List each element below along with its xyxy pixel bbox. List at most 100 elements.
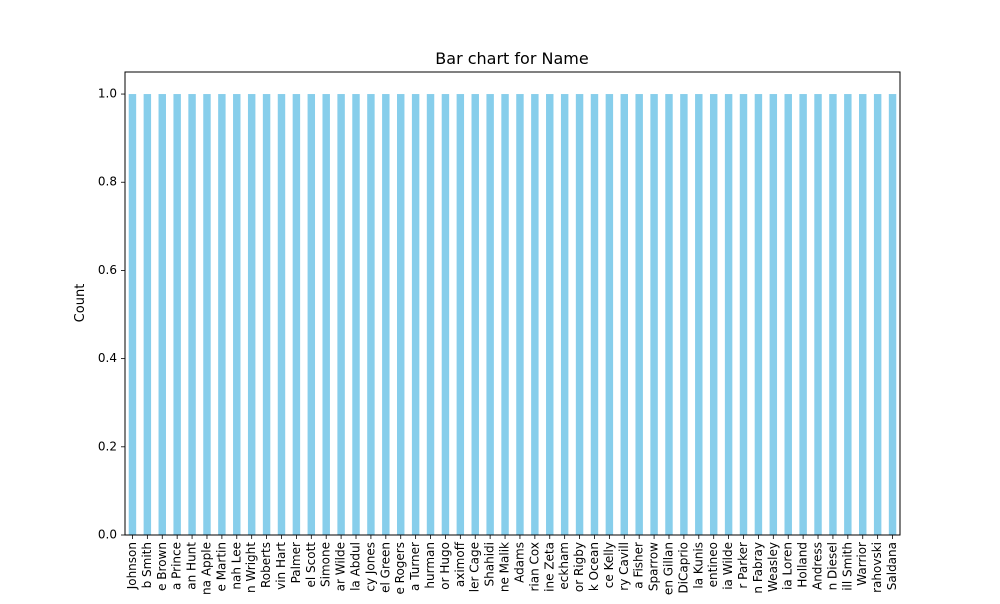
bar	[411, 94, 420, 536]
x-tick-label: la Abdul	[349, 542, 363, 591]
x-tick-label: or Rigby	[572, 542, 586, 592]
bar	[709, 94, 718, 536]
bar	[173, 94, 181, 536]
x-tick-label: a Prince	[170, 542, 184, 590]
bar	[650, 94, 658, 536]
y-tick-label: 0.4	[98, 351, 117, 365]
bar	[560, 94, 569, 536]
x-tick-label: rahovski	[870, 542, 884, 593]
y-tick-label: 0.2	[98, 439, 117, 453]
x-tick-label: ine Zeta	[542, 542, 556, 592]
x-tick-label: rian Cox	[527, 542, 541, 592]
y-tick-label: 0.8	[98, 175, 117, 189]
bar	[188, 94, 196, 536]
x-tick-label: DiCaprio	[676, 542, 690, 594]
x-tick-label: e Rogers	[393, 542, 407, 595]
x-tick-label: a Turner	[408, 542, 422, 591]
plot-area-frame	[124, 71, 901, 536]
x-tick-label: Shahidi	[483, 542, 497, 586]
x-tick-label: Roberts	[259, 542, 273, 588]
bar	[143, 94, 152, 536]
bar	[501, 94, 509, 536]
bar	[590, 94, 599, 536]
bar	[620, 94, 628, 536]
bar	[262, 94, 271, 536]
x-tick-label: or Hugo	[438, 542, 452, 590]
bar	[516, 94, 524, 536]
bar	[322, 94, 330, 536]
x-tick-label: Weasley	[766, 542, 780, 592]
bar	[859, 94, 867, 536]
x-tick-label: eckham	[557, 542, 571, 590]
y-axis-ticks: 0.0 0.2 0.4 0.6 0.8 1.0	[98, 87, 125, 542]
bar	[382, 94, 390, 536]
bar	[397, 94, 405, 536]
x-tick-label: r Parker	[736, 542, 750, 589]
bar	[635, 94, 643, 536]
x-tick-label: Palmer	[289, 542, 303, 583]
x-tick-label: Warrior	[855, 542, 869, 586]
bar	[352, 94, 360, 536]
x-tick-label: la Kunis	[691, 542, 705, 589]
bar	[873, 94, 882, 536]
x-tick-label: entineo	[706, 542, 720, 587]
x-tick-label: ler Cage	[468, 542, 482, 592]
x-tick-label: Sparrow	[647, 542, 661, 591]
bar	[695, 94, 703, 536]
x-tick-label: ar Wilde	[334, 542, 348, 591]
bar	[680, 94, 688, 536]
bar	[486, 94, 494, 536]
bars-group	[128, 94, 897, 536]
x-tick-label: hurman	[423, 542, 437, 589]
bar	[665, 94, 673, 536]
x-tick-label: e Martin	[214, 542, 228, 591]
x-tick-label: Andress	[811, 542, 825, 590]
x-tick-label: a Fisher	[632, 542, 646, 589]
x-tick-label: Adams	[512, 542, 526, 583]
bar	[218, 94, 226, 536]
bar	[844, 94, 852, 536]
x-tick-label: na Apple	[199, 542, 213, 595]
x-tick-label: en Gillan	[661, 542, 675, 595]
x-tick-label: Saldana	[885, 542, 899, 590]
x-tick-label: e Brown	[155, 542, 169, 591]
x-tick-label: vin Hart	[274, 542, 288, 590]
bar	[531, 94, 539, 536]
bar	[546, 94, 554, 536]
x-tick-label: Holland	[796, 542, 810, 588]
bar	[814, 94, 822, 536]
bar	[426, 94, 435, 536]
bar	[158, 94, 166, 536]
bar	[769, 94, 778, 536]
x-tick-label: k Ocean	[587, 542, 601, 591]
x-tick-label: b Smith	[140, 542, 154, 588]
bar	[575, 94, 584, 536]
bar	[337, 94, 345, 536]
bar	[441, 94, 450, 536]
x-tick-label: ry Cavill	[617, 542, 631, 591]
x-tick-label: ia Loren	[781, 542, 795, 590]
bar	[829, 94, 837, 536]
bar	[739, 94, 748, 536]
bar	[233, 94, 241, 536]
bar	[471, 94, 479, 536]
x-tick-label: el Green	[378, 542, 392, 593]
x-tick-label: ia Wilde	[721, 542, 735, 590]
x-tick-label: ne Malik	[498, 542, 512, 592]
x-tick-label: Simone	[319, 542, 333, 587]
x-tick-label: cy Jones	[363, 542, 377, 592]
x-tick-label: ill Smith	[840, 542, 854, 591]
chart-title: Bar chart for Name	[435, 49, 588, 68]
x-tick-label: an Hunt	[185, 542, 199, 590]
bar	[605, 94, 614, 536]
x-axis-ticks: Johnson b Smith e Brown a Prince an Hunt na A…	[125, 535, 899, 595]
bar	[307, 94, 316, 536]
bar	[203, 94, 211, 536]
bar	[784, 94, 792, 536]
bar	[754, 94, 763, 536]
bar	[367, 94, 375, 536]
x-tick-label: n Wright	[244, 542, 258, 593]
x-tick-label: n Diesel	[825, 542, 839, 590]
bar	[277, 94, 286, 536]
